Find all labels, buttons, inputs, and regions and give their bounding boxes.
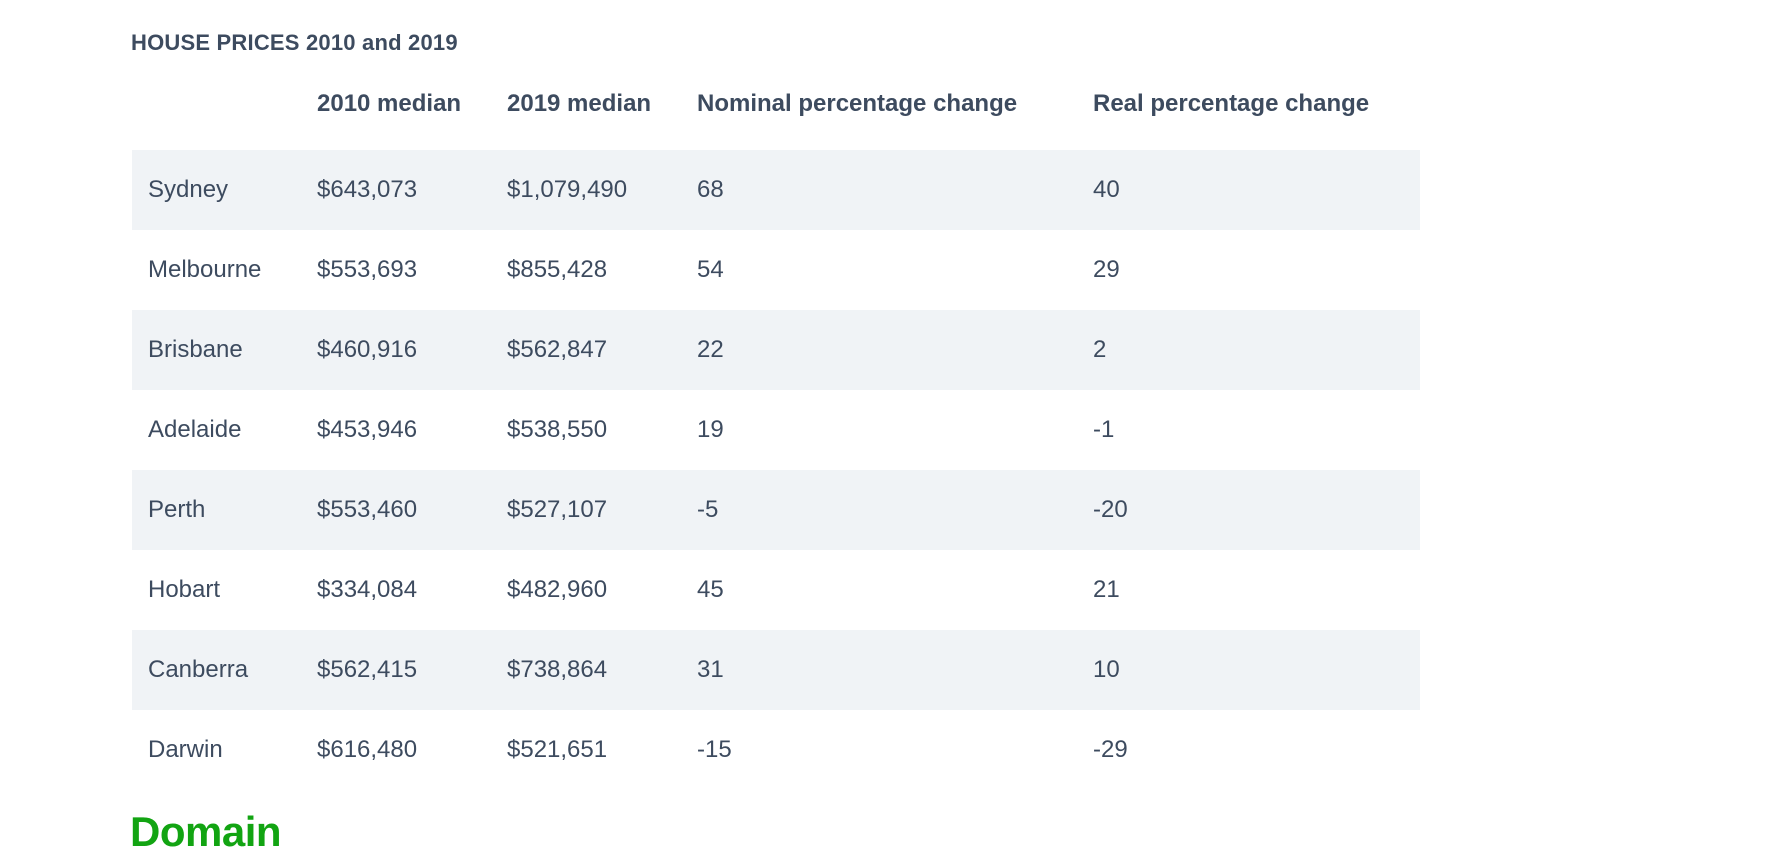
cell-median_2010: $334,084 <box>317 576 418 603</box>
cell-real_change: -20 <box>1093 496 1128 523</box>
table-row: Melbourne $553,693 $855,428 54 29 <box>132 230 1420 310</box>
cell-nominal_change: -5 <box>697 496 719 523</box>
cell-median_2019: $562,847 <box>507 336 608 363</box>
cell-median_2010: $460,916 <box>317 336 418 363</box>
column-header: 2019 median <box>507 90 652 117</box>
cell-city: Hobart <box>148 576 221 603</box>
cell-median_2019: $738,864 <box>507 656 608 683</box>
cell-nominal_change: -15 <box>697 736 732 763</box>
cell-city: Brisbane <box>148 336 243 363</box>
page-title: HOUSE PRICES 2010 and 2019 <box>131 30 458 55</box>
cell-real_change: 40 <box>1093 176 1120 203</box>
cell-median_2010: $616,480 <box>317 736 418 763</box>
cell-nominal_change: 22 <box>697 336 724 363</box>
cell-median_2010: $553,460 <box>317 496 418 523</box>
cell-city: Melbourne <box>148 256 262 283</box>
cell-real_change: 10 <box>1093 656 1120 683</box>
page: HOUSE PRICES 2010 and 2019 2010 median 20… <box>130 30 1420 853</box>
cell-real_change: 21 <box>1093 576 1120 603</box>
cell-median_2010: $643,073 <box>317 176 418 203</box>
cell-median_2019: $527,107 <box>507 496 608 523</box>
cell-nominal_change: 45 <box>697 576 724 603</box>
table-row: Hobart $334,084 $482,960 45 21 <box>132 550 1420 630</box>
column-header: 2010 median <box>317 90 462 117</box>
cell-real_change: 2 <box>1093 336 1107 363</box>
table-row: Sydney $643,073 $1,079,490 68 40 <box>132 150 1420 230</box>
cell-nominal_change: 54 <box>697 256 724 283</box>
cell-city: Adelaide <box>148 416 242 443</box>
cell-median_2019: $1,079,490 <box>507 176 628 203</box>
table-row: Darwin $616,480 $521,651 -15 -29 <box>132 710 1420 790</box>
cell-real_change: -29 <box>1093 736 1128 763</box>
table-header-row: 2010 median 2019 median Nominal percentage… <box>132 88 1420 120</box>
cell-median_2010: $553,693 <box>317 256 418 283</box>
table-row: Adelaide $453,946 $538,550 19 -1 <box>132 390 1420 470</box>
cell-real_change: -1 <box>1093 416 1115 443</box>
cell-city: Perth <box>148 496 206 523</box>
column-header: Real percentage change <box>1093 90 1370 117</box>
cell-real_change: 29 <box>1093 256 1120 283</box>
cell-city: Sydney <box>148 176 229 203</box>
column-header-city <box>148 88 317 120</box>
cell-nominal_change: 19 <box>697 416 724 443</box>
house-prices-table: Sydney $643,073 $1,079,490 68 40 Melbourne $55… <box>132 150 1420 790</box>
cell-median_2019: $538,550 <box>507 416 608 443</box>
cell-median_2019: $482,960 <box>507 576 608 603</box>
cell-nominal_change: 31 <box>697 656 724 683</box>
cell-median_2019: $855,428 <box>507 256 608 283</box>
table-row: Brisbane $460,916 $562,847 22 2 <box>132 310 1420 390</box>
table-row: Perth $553,460 $527,107 -5 -20 <box>132 470 1420 550</box>
cell-city: Canberra <box>148 656 249 683</box>
column-header: Nominal percentage change <box>697 90 1018 117</box>
cell-median_2010: $453,946 <box>317 416 418 443</box>
table-row: Canberra $562,415 $738,864 31 10 <box>132 630 1420 710</box>
cell-nominal_change: 68 <box>697 176 724 203</box>
domain-logo: Domain <box>130 808 282 855</box>
cell-median_2010: $562,415 <box>317 656 418 683</box>
cell-median_2019: $521,651 <box>507 736 608 763</box>
cell-city: Darwin <box>148 736 223 763</box>
